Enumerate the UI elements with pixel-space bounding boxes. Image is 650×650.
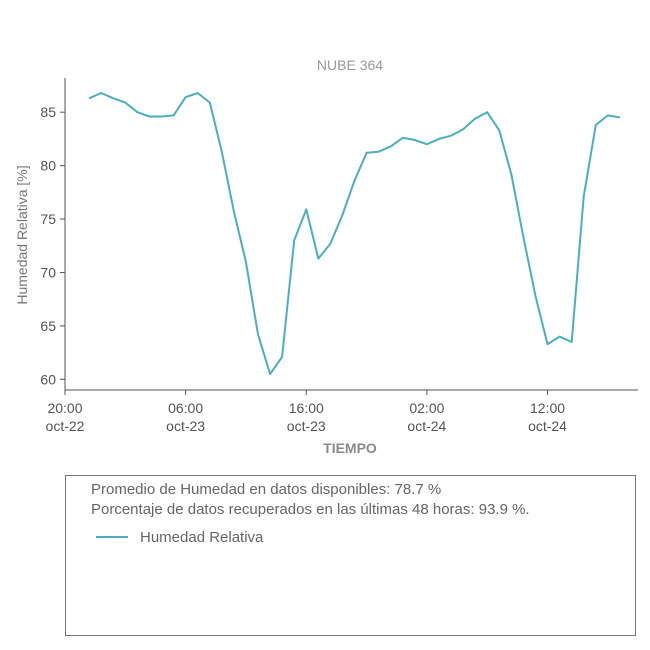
x-tick-label-date: oct-23 <box>287 418 326 434</box>
y-tick-label: 60 <box>40 371 56 387</box>
x-tick-label-date: oct-24 <box>407 418 446 434</box>
y-axis-title: Humedad Relativa [%] <box>14 165 30 304</box>
x-tick-label-time: 02:00 <box>409 400 444 416</box>
y-tick-label: 75 <box>40 211 56 227</box>
average-humidity-text: Promedio de Humedad en datos disponibles… <box>91 481 442 498</box>
series-layer <box>88 92 621 375</box>
x-tick-label-time: 16:00 <box>289 400 324 416</box>
legend-entry-humedad: Humedad Relativa <box>96 528 263 546</box>
y-tick-label: 70 <box>40 264 56 280</box>
data-recovered-text: Porcentaje de datos recuperados en las ú… <box>91 501 530 518</box>
x-tick-label-time: 12:00 <box>530 400 565 416</box>
x-tick-label-time: 06:00 <box>168 400 203 416</box>
legend-line-swatch <box>96 536 128 538</box>
x-tick-label-date: oct-24 <box>528 418 567 434</box>
humidity-chart: NUBE 364 Humedad Relativa [%] TIEMPO 606… <box>14 57 638 456</box>
series-line-humedad-relativa <box>88 92 621 375</box>
x-tick-label-time: 20:00 <box>47 400 82 416</box>
chart-title: NUBE 364 <box>317 57 383 73</box>
x-axis-title: TIEMPO <box>323 440 377 456</box>
x-axis-ticks: 20:00 oct-22 06:00 oct-23 16:00 oct-23 02:00 oc… <box>46 390 567 434</box>
y-axis-ticks: 60 65 70 75 80 85 <box>40 104 65 387</box>
x-tick-label-date: oct-22 <box>46 418 85 434</box>
y-tick-label: 65 <box>40 318 56 334</box>
x-tick-label-date: oct-23 <box>166 418 205 434</box>
y-tick-label: 80 <box>40 158 56 174</box>
legend-label: Humedad Relativa <box>140 528 264 546</box>
legend-panel: Promedio de Humedad en datos disponibles… <box>65 475 636 636</box>
y-tick-label: 85 <box>40 104 56 120</box>
